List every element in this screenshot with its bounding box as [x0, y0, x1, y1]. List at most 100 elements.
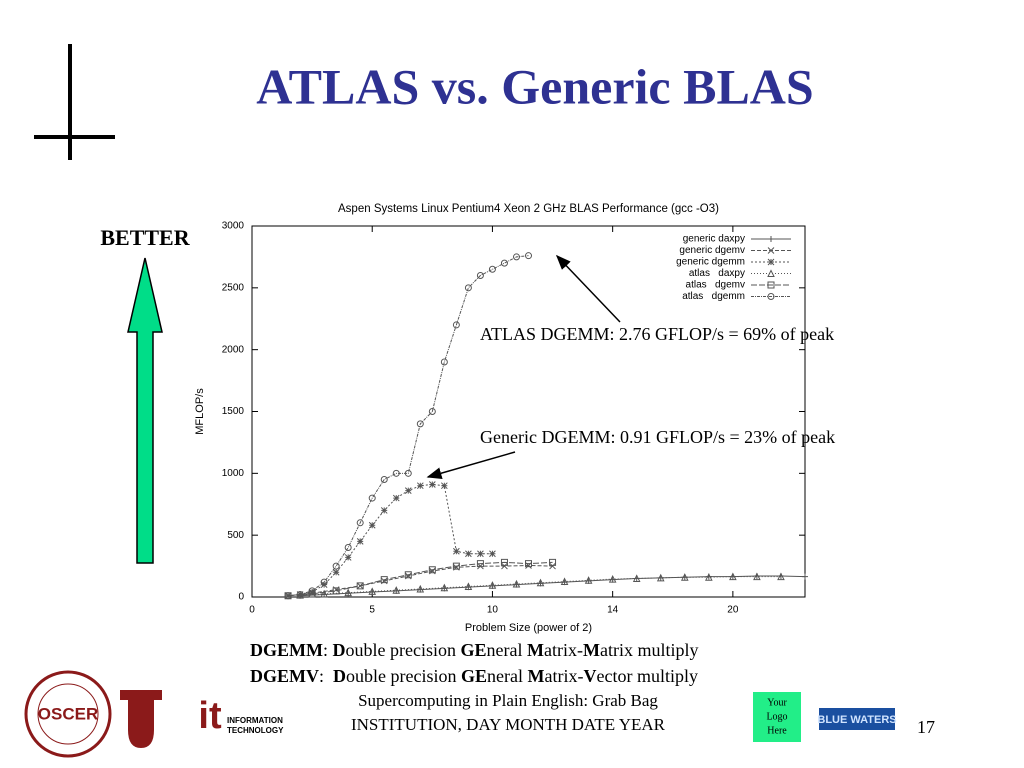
data-point	[320, 589, 328, 598]
definition-part: :	[323, 640, 333, 660]
legend-label: atlas dgemm	[682, 291, 745, 302]
data-point	[392, 469, 400, 477]
oscer-logo-ring	[37, 683, 99, 745]
definition-part: M	[527, 640, 544, 660]
data-point	[380, 507, 388, 514]
data-point	[488, 581, 497, 589]
data-point	[416, 420, 424, 428]
legend-marker	[767, 258, 775, 266]
data-point	[656, 573, 665, 582]
legend-marker	[767, 247, 775, 254]
definition-line: DGEMV: Double precision GEneral Matrix-V…	[250, 666, 698, 686]
blue-waters-text: BLUE WATERS	[817, 714, 896, 726]
it-text: TECHNOLOGY	[227, 726, 284, 735]
data-point	[632, 574, 641, 582]
series-line	[288, 561, 553, 597]
legend-label: generic dgemm	[676, 257, 745, 268]
data-point	[284, 592, 292, 600]
better-arrow	[127, 257, 163, 564]
data-point	[584, 576, 593, 584]
data-point	[332, 587, 340, 595]
definition-part: ouble precision	[346, 666, 461, 686]
footer-line2: INSTITUTION, DAY MONTH DATE YEAR	[351, 715, 666, 734]
x-tick-label: 5	[369, 605, 375, 616]
definition-part: D	[333, 666, 346, 686]
definition-part: ouble precision	[346, 640, 461, 660]
data-point	[440, 358, 448, 366]
data-point	[392, 586, 401, 594]
data-point	[344, 588, 352, 597]
x-tick-label: 0	[249, 605, 255, 616]
data-point	[332, 562, 340, 570]
legend-label: atlas daxpy	[689, 268, 745, 279]
data-point	[512, 579, 521, 588]
data-point	[560, 577, 569, 586]
data-point	[465, 550, 472, 558]
definition-part: V	[583, 666, 596, 686]
definitions: DGEMM: Double precision GEneral Matrix-M…	[250, 640, 698, 686]
series-line	[288, 255, 529, 597]
data-point	[308, 588, 316, 596]
definition-part: atrix multiply	[600, 640, 699, 660]
annotation-arrow	[426, 451, 516, 480]
data-point	[476, 272, 484, 279]
data-point	[428, 481, 436, 488]
annotation-arrow	[555, 254, 621, 323]
legend-label: atlas dgemv	[686, 280, 745, 291]
data-point	[380, 576, 388, 584]
y-tick-label: 1500	[222, 406, 245, 417]
definition-part: DGEMV	[250, 666, 319, 686]
y-axis-label: MFLOP/s	[194, 388, 206, 435]
legend-marker	[767, 293, 775, 300]
legend-label: generic daxpy	[683, 234, 745, 245]
it-logo: it	[198, 695, 222, 737]
data-point	[549, 562, 556, 570]
data-point	[308, 590, 316, 598]
data-point	[777, 572, 785, 581]
x-tick-label: 14	[607, 605, 619, 616]
data-point	[440, 482, 448, 490]
data-point	[500, 558, 508, 566]
data-point	[416, 482, 424, 490]
data-point	[440, 583, 449, 592]
slide-title: ATLAS vs. Generic BLAS	[256, 58, 813, 114]
data-point	[525, 252, 533, 260]
logo-placeholder-text: Here	[767, 725, 787, 736]
logo-placeholder-text: Your	[767, 697, 787, 708]
data-point	[332, 568, 340, 576]
data-point	[428, 566, 436, 574]
series-line	[288, 483, 493, 597]
data-point	[428, 408, 436, 415]
data-point	[477, 550, 484, 558]
data-point	[802, 573, 808, 580]
oscer-text: OSCER	[38, 704, 98, 723]
logo-placeholder	[753, 692, 801, 742]
data-point	[680, 573, 689, 581]
definition-part: DGEMM	[250, 640, 323, 660]
data-point	[308, 587, 316, 595]
x-tick-label: 20	[727, 605, 739, 616]
data-point	[452, 562, 460, 570]
data-point	[404, 487, 412, 495]
data-point	[356, 519, 364, 527]
data-point	[453, 547, 460, 555]
data-point	[549, 558, 557, 566]
data-point	[296, 591, 304, 598]
y-tick-label: 3000	[222, 221, 245, 232]
better-label: BETTER	[100, 225, 190, 250]
data-point	[464, 284, 472, 292]
annotation: ATLAS DGEMM: 2.76 GFLOP/s = 69% of peak	[480, 324, 834, 344]
legend-marker	[768, 236, 774, 242]
definition-part: :	[319, 666, 333, 686]
definition-part: GE	[460, 640, 486, 660]
definition-part: ector multiply	[596, 666, 697, 686]
series-line	[300, 575, 806, 597]
series-line	[300, 576, 781, 596]
definition-line: DGEMM: Double precision GEneral Matrix-M…	[250, 640, 698, 660]
data-point	[488, 265, 496, 273]
data-point	[464, 582, 473, 590]
page-number: 17	[917, 717, 935, 737]
data-point	[320, 581, 328, 588]
